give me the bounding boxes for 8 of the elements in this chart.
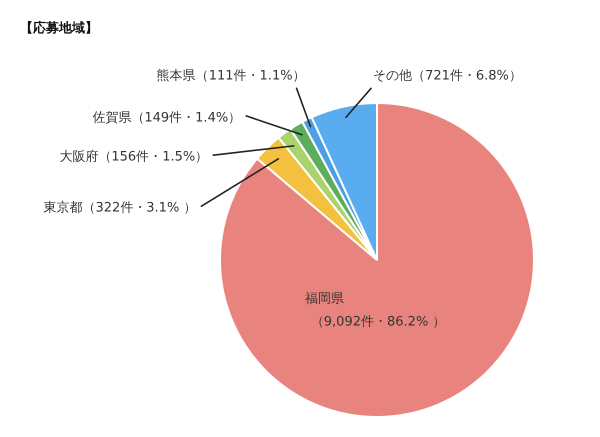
slice-label: 東京都（322件・3.1% ） xyxy=(43,200,196,216)
slice-label: 大阪府（156件・1.5%） xyxy=(59,148,208,165)
chart-title: 【応募地域】 xyxy=(20,20,98,37)
slice-label: 佐賀県（149件・1.4%） xyxy=(92,110,242,126)
slice-label: 福岡県 xyxy=(304,292,344,307)
slice-label: その他（721件・6.8%） xyxy=(373,68,522,84)
data-label: （9,092件・86.2% ） xyxy=(310,314,446,330)
slice-label: 熊本県（111件・1.1%） xyxy=(156,68,306,84)
